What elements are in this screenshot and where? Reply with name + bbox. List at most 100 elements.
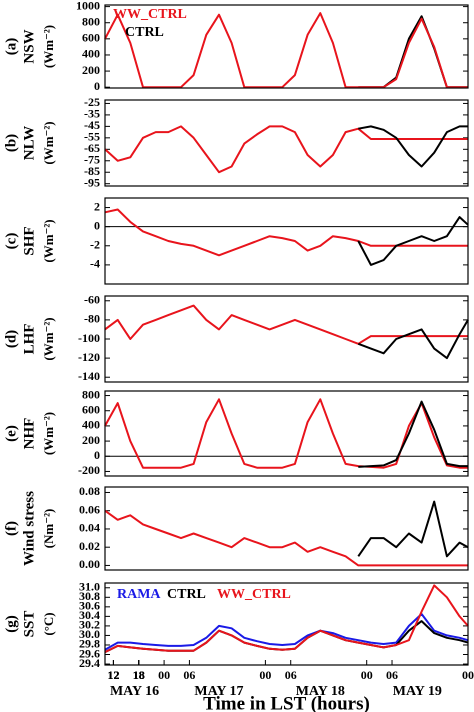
date-label: MAY 18	[296, 684, 345, 699]
y-axis-label: (Nm⁻²)	[41, 509, 56, 549]
legend-label: WW_CTRL	[113, 7, 187, 22]
y-tick-label: -4	[90, 257, 100, 271]
y-tick-label: 31.0	[79, 580, 100, 594]
y-tick-label: 0	[94, 448, 100, 462]
plot-frame	[104, 197, 469, 285]
y-tick-label: -85	[84, 164, 100, 178]
series-line	[104, 620, 469, 653]
y-tick-label: 400	[82, 418, 100, 432]
y-axis-label: (Wm⁻²)	[41, 219, 56, 262]
y-tick-label: 800	[82, 387, 100, 401]
y-axis-label: (g)	[3, 615, 19, 633]
y-tick-label: -95	[84, 175, 100, 189]
y-tick-label: 200	[82, 433, 100, 447]
y-tick-label: 30.2	[79, 618, 100, 632]
y-axis-label: NHF	[21, 418, 37, 450]
y-axis-label: NLW	[21, 126, 37, 160]
plot-frame	[104, 486, 469, 571]
series-line	[358, 125, 468, 168]
plot-frame	[104, 295, 469, 383]
x-tick-label: 12	[107, 668, 119, 682]
y-axis-label: Wind stress	[21, 491, 37, 566]
x-tick-label: 12	[107, 668, 119, 682]
y-axis-label: (Wm⁻²)	[41, 412, 56, 455]
y-tick-label: -25	[84, 95, 100, 109]
y-tick-label: 2	[94, 199, 100, 213]
y-tick-label: 200	[82, 63, 100, 77]
panel: (f) Wind stress (Nm⁻²) 0.08 0.06 0.04 0.02 0.00	[3, 484, 469, 571]
x-axis-title: Time in LST (hours)	[203, 693, 370, 712]
y-axis-label: (Wm⁻²)	[41, 317, 56, 360]
x-tick-label: 18	[133, 668, 145, 682]
plot-frame	[104, 390, 469, 477]
x-tick-label: 12	[107, 668, 119, 682]
legend-label: RAMA	[117, 587, 161, 602]
y-tick-label: 600	[82, 31, 100, 45]
y-tick-label: 30.4	[79, 608, 100, 622]
series-line	[104, 304, 468, 345]
panel: (c) SHF (Wm⁻²) 2 0 -2 -4	[3, 197, 469, 285]
y-tick-label: -80	[84, 312, 100, 326]
y-tick-label: -65	[84, 141, 100, 155]
y-axis-label: SHF	[21, 226, 37, 255]
x-tick-label: 18	[133, 668, 145, 682]
y-tick-label: 0.00	[79, 557, 100, 571]
series-line	[104, 398, 468, 469]
legend-label: CTRL	[167, 587, 206, 602]
plot-frame	[104, 582, 469, 666]
series-line	[104, 584, 469, 653]
y-axis-label: (e)	[3, 425, 19, 442]
x-tick-label: 06	[183, 668, 195, 682]
x-tick-label: 06	[285, 668, 297, 682]
y-tick-label: 29.6	[79, 646, 100, 660]
y-axis-label: NSW	[21, 29, 37, 63]
y-tick-label: 0	[94, 218, 100, 232]
y-axis-label: (f)	[3, 521, 19, 536]
y-tick-label: 1000	[76, 0, 100, 12]
y-axis-label: (c)	[3, 233, 19, 250]
y-tick-label: -140	[78, 369, 100, 383]
y-tick-label: 0.04	[79, 521, 100, 535]
x-tick-label: 00	[158, 668, 170, 682]
legend-label: WW_CTRL	[217, 587, 291, 602]
x-tick-label: 18	[133, 668, 145, 682]
plot-frame	[104, 99, 469, 187]
y-tick-label: -55	[84, 130, 100, 144]
y-axis-label: (b)	[3, 134, 19, 152]
y-tick-label: -60	[84, 293, 100, 307]
x-tick-label: 18	[133, 668, 145, 682]
y-tick-label: 400	[82, 47, 100, 61]
y-tick-label: 30.0	[79, 627, 100, 641]
y-tick-label: -100	[78, 331, 100, 345]
y-tick-label: 0.08	[79, 484, 100, 498]
series-line	[357, 216, 469, 266]
series-line	[357, 319, 469, 360]
y-tick-label: 0	[94, 79, 100, 93]
y-axis-label: (°C)	[41, 612, 56, 635]
series-line	[104, 613, 469, 651]
y-tick-label: -75	[84, 153, 100, 167]
y-tick-label: 600	[82, 402, 100, 416]
series-line	[104, 12, 468, 89]
y-tick-label: 30.8	[79, 589, 100, 603]
y-tick-label: -200	[78, 463, 100, 477]
y-tick-label: 29.8	[79, 637, 100, 651]
y-tick-label: 29.4	[79, 656, 100, 670]
y-axis-label: (Wm⁻²)	[41, 25, 56, 68]
y-tick-label: -120	[78, 350, 100, 364]
series-line	[357, 500, 469, 558]
panel: (a) NSW (Wm⁻²) 0 200 400 600 800 1000 WW_CTRL CTRL	[3, 0, 469, 93]
plot-frame	[104, 4, 469, 89]
y-tick-label: 800	[82, 14, 100, 28]
y-tick-label: -45	[84, 118, 100, 132]
y-axis-label: (d)	[3, 330, 19, 348]
date-label: MAY 17	[194, 684, 243, 699]
x-tick-label: 06	[386, 668, 398, 682]
series-line	[358, 15, 468, 89]
panel: (g) SST (°C) 29.429.629.830.030.230.430.630…	[3, 580, 474, 712]
y-tick-label: -2	[90, 238, 100, 252]
y-tick-label: -35	[84, 107, 100, 121]
y-axis-label: SST	[21, 611, 37, 638]
